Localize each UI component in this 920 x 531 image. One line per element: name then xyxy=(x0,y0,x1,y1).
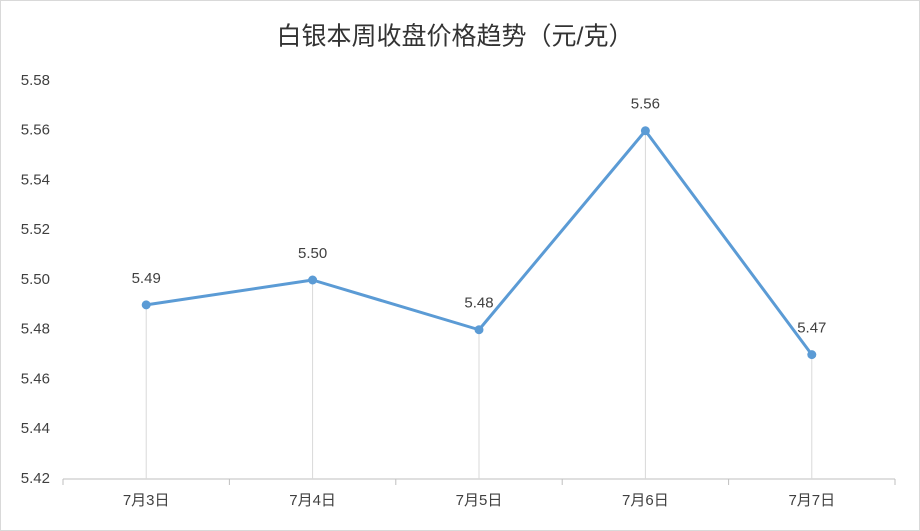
x-tick-label: 7月4日 xyxy=(289,492,336,509)
point xyxy=(807,350,817,360)
data-label: 5.47 xyxy=(797,320,826,337)
y-tick-label: 5.54 xyxy=(21,171,50,188)
y-tick-label: 5.44 xyxy=(21,420,50,437)
point xyxy=(474,325,484,335)
y-tick-label: 5.42 xyxy=(21,470,50,487)
x-tick-label: 7月6日 xyxy=(622,492,669,509)
data-label: 5.48 xyxy=(464,295,493,312)
chart-title: 白银本周收盘价格趋势（元/克） xyxy=(277,23,634,51)
y-tick-label: 5.58 xyxy=(21,72,50,89)
y-tick-label: 5.46 xyxy=(21,370,50,387)
data-label: 5.56 xyxy=(631,96,660,113)
x-tick-label: 7月3日 xyxy=(123,492,170,509)
y-tick-label: 5.50 xyxy=(21,271,50,288)
point xyxy=(308,275,318,285)
data-label: 5.50 xyxy=(298,245,327,262)
point xyxy=(640,126,650,136)
point xyxy=(141,300,151,310)
y-tick-label: 5.52 xyxy=(21,221,50,238)
x-tick-label: 7月5日 xyxy=(456,492,503,509)
y-tick-label: 5.56 xyxy=(21,122,50,139)
x-tick-label: 7月7日 xyxy=(788,492,835,509)
data-label: 5.49 xyxy=(132,270,161,287)
y-tick-label: 5.48 xyxy=(21,321,50,338)
